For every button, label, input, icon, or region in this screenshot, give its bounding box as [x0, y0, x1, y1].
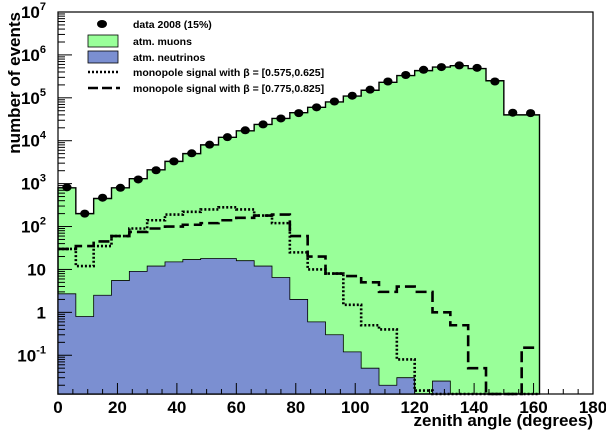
- y-tick-exponent: 7: [40, 1, 46, 13]
- legend-label: data 2008 (15%): [133, 19, 212, 31]
- legend-label: atm. neutrinos: [133, 52, 206, 64]
- y-tick-label: 103: [21, 173, 46, 194]
- y-axis-title: number of events: [5, 12, 24, 154]
- series-monopole-575: [58, 206, 540, 396]
- y-tick-label: 104: [21, 130, 47, 151]
- data-point: [222, 133, 233, 142]
- data-point: [329, 97, 340, 106]
- y-tick-exponent: 2: [40, 216, 46, 228]
- y-tick-base: 1: [37, 303, 46, 322]
- y-tick-exponent: 5: [40, 87, 46, 99]
- x-tick-label: 180: [579, 398, 606, 417]
- data-point: [311, 103, 322, 112]
- data-point: [383, 77, 393, 86]
- data-point: [490, 77, 500, 86]
- legend-label: monopole signal with β = [0.575,0.625]: [133, 67, 324, 79]
- y-tick-label: 10: [27, 260, 46, 279]
- x-tick-labels: 0 20 40 60 80 100 120 140 160 180: [53, 398, 606, 417]
- data-point: [151, 166, 161, 175]
- legend-swatch-muons: [87, 34, 119, 48]
- data-point: [204, 140, 215, 149]
- y-tick-base: 10: [21, 3, 40, 22]
- x-axis-title: zenith angle (degrees): [414, 411, 593, 430]
- data-point: [418, 65, 429, 74]
- data-point: [115, 183, 126, 192]
- x-tick-label: 20: [108, 398, 127, 417]
- series-neutrinos: [57, 258, 540, 395]
- y-tick-label: 102: [21, 216, 46, 237]
- y-tick-exponent: 4: [40, 130, 47, 142]
- data-point: [401, 71, 411, 80]
- series-monopole-775: [58, 213, 540, 396]
- x-tick-label: 120: [400, 398, 428, 417]
- legend-marker-data: [97, 20, 107, 28]
- y-tick-label: 106: [21, 44, 46, 65]
- y-tick-label: 1: [37, 303, 46, 322]
- data-point: [525, 109, 536, 118]
- data-point: [472, 63, 482, 72]
- y-tick-base: 10: [21, 175, 40, 194]
- y-tick-exponent: 6: [40, 44, 46, 56]
- x-tick-label: 80: [286, 398, 305, 417]
- y-tick-base: 10: [21, 218, 40, 237]
- data-point: [347, 91, 357, 100]
- legend-label: atm. muons: [133, 36, 192, 48]
- y-tick-base: 10: [27, 260, 46, 279]
- legend: data 2008 (15%) atm. muons atm. neutrinos m…: [87, 19, 324, 95]
- y-tick-base: 10: [21, 89, 40, 108]
- x-tick-label: 100: [341, 398, 369, 417]
- x-tick-label: 140: [460, 398, 488, 417]
- y-tick-exponent: -1: [36, 344, 46, 356]
- data-point: [365, 85, 375, 94]
- data-point: [276, 114, 286, 123]
- y-tick-base: 10: [21, 132, 40, 151]
- data-point: [133, 175, 143, 184]
- x-tick-label: 160: [519, 398, 547, 417]
- y-tick-label: 10-1: [17, 344, 46, 365]
- x-tick-label: 40: [167, 398, 186, 417]
- data-point: [240, 126, 250, 135]
- data-point: [187, 149, 197, 158]
- legend-label: monopole signal with β = [0.775,0.825]: [133, 83, 324, 95]
- plot-layer: [57, 61, 541, 396]
- y-tick-base: 10: [21, 46, 40, 65]
- x-tick-label: 60: [227, 398, 246, 417]
- data-point: [97, 193, 108, 202]
- y-tick-label: 105: [21, 87, 46, 108]
- axis-ticks: [57, 11, 594, 394]
- data-point: [169, 157, 179, 166]
- data-point: [258, 120, 268, 129]
- x-tick-label: 0: [53, 398, 62, 417]
- data-point: [436, 63, 447, 72]
- data-point: [294, 109, 304, 118]
- y-tick-label: 107: [21, 1, 46, 22]
- data-point: [454, 61, 464, 70]
- data-point: [80, 209, 90, 218]
- y-tick-exponent: 3: [40, 173, 46, 185]
- legend-swatch-neutrinos: [87, 50, 119, 64]
- data-point: [508, 108, 518, 117]
- y-tick-base: 10: [17, 346, 36, 365]
